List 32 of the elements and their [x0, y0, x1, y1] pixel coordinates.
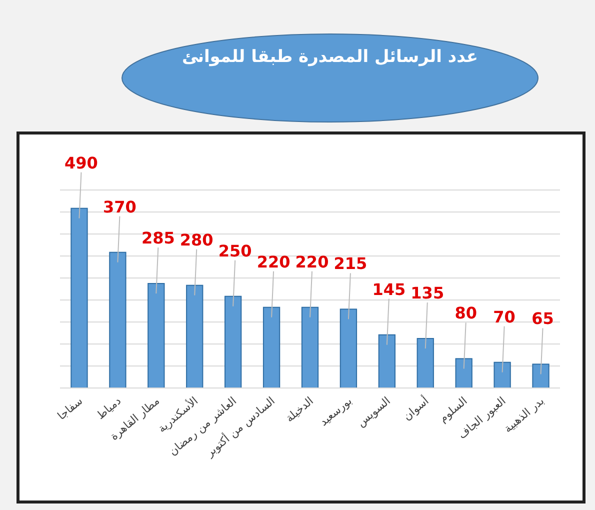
x-tick-label: بورسعيد: [317, 394, 354, 429]
x-tick-label: أسوان: [400, 394, 432, 423]
bar: [455, 358, 472, 388]
bar: [378, 334, 396, 388]
data-label: 215: [334, 254, 368, 274]
bar: [416, 338, 434, 388]
data-label: 250: [218, 241, 252, 260]
bar: [70, 208, 88, 388]
data-label: 370: [102, 197, 136, 216]
x-tick-label: الدخيلة: [283, 394, 316, 425]
data-label: 135: [410, 284, 444, 302]
bar: [186, 284, 204, 388]
bar: [109, 252, 126, 388]
data-label: 220: [295, 252, 329, 272]
bar: [262, 306, 280, 388]
bar: [224, 296, 242, 388]
data-label: 220: [256, 252, 290, 272]
chart-title: عدد الرسائل المصدرة طبقا للموانئ: [182, 47, 478, 67]
data-label: 285: [141, 228, 175, 248]
x-tick-label: سفاجا: [55, 394, 86, 422]
data-label: 70: [493, 307, 516, 326]
x-tick-label: السويس: [354, 394, 393, 430]
bar: [148, 283, 165, 388]
bar: [340, 308, 358, 388]
bar: [494, 362, 511, 388]
bar: [301, 306, 319, 388]
data-label: 65: [532, 309, 554, 328]
bar: [532, 364, 550, 388]
data-label: 145: [372, 280, 406, 299]
data-label: 280: [180, 230, 214, 250]
data-label: 80: [454, 304, 477, 323]
data-label: 490: [64, 153, 98, 172]
